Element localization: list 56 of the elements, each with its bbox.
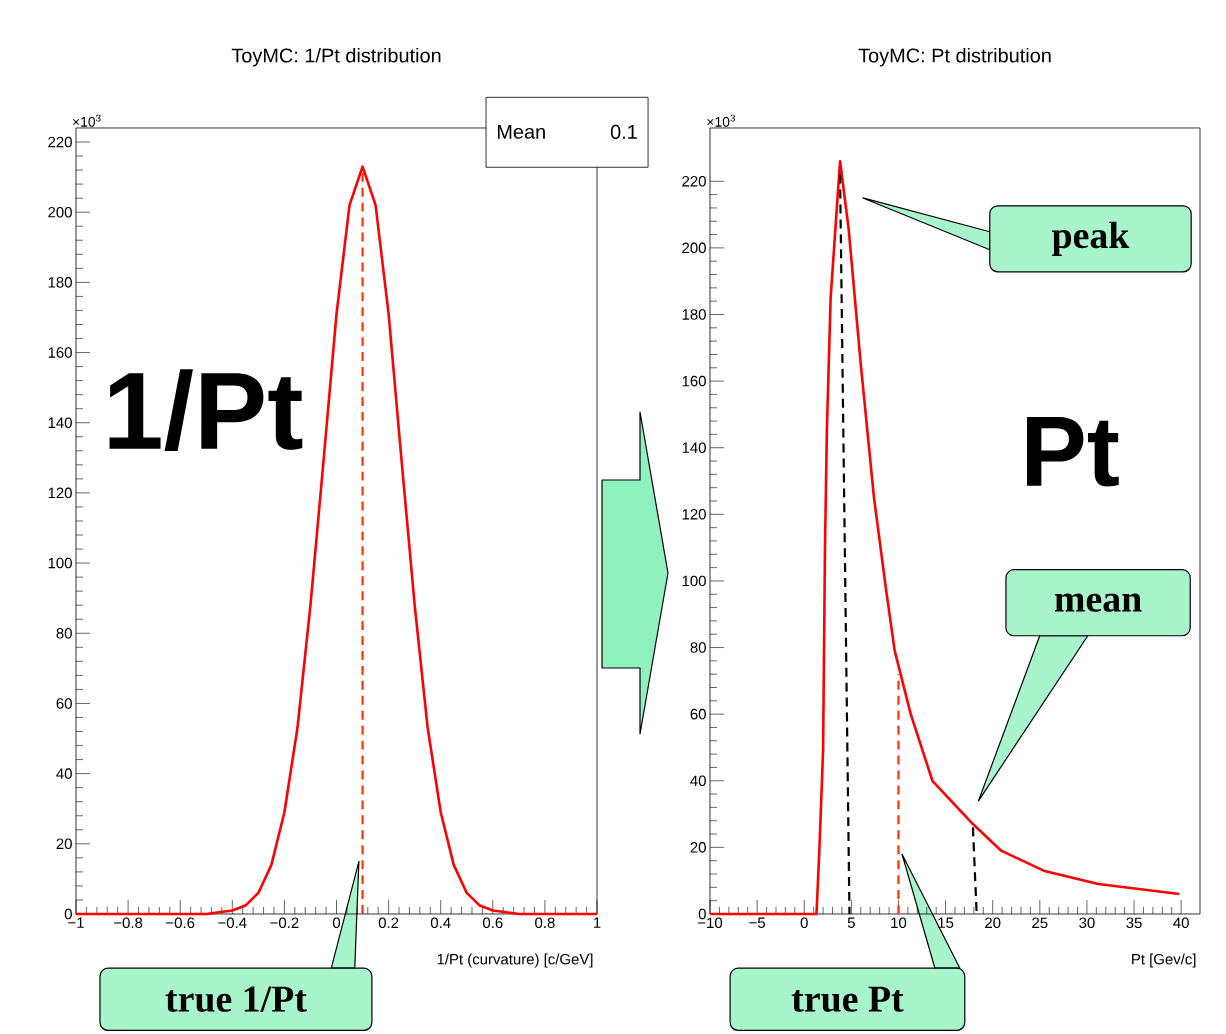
text: 0.1: [610, 124, 637, 139]
x-tick-label: −5: [749, 917, 766, 928]
x-tick-label: 0.2: [378, 917, 399, 929]
y-tick-label: 220: [682, 175, 706, 187]
x-tick-label: 20: [985, 917, 1001, 929]
x-tick-label: 0: [332, 917, 341, 929]
annotation: Pt: [1027, 417, 1119, 487]
annotation: Mean: [497, 124, 545, 139]
x-axis-title: Pt [Gev/c]: [1132, 953, 1196, 968]
y-tick-label: 40: [690, 775, 706, 787]
y-tick-label: 100: [682, 575, 706, 587]
x-tick-label: 0.6: [483, 917, 503, 929]
y-tick-label: 60: [56, 698, 72, 709]
y-tick-label: 140: [48, 417, 72, 429]
chart-title: ToyMC: 1/Pt distribution: [231, 47, 441, 67]
y-tick-label: 80: [56, 627, 72, 639]
y-tick-label: 60: [690, 708, 706, 720]
y-tick-label: 100: [48, 557, 72, 569]
y-tick-label: 180: [682, 309, 706, 320]
x-tick-label: 35: [1126, 917, 1142, 929]
text: true Pt: [791, 986, 904, 1012]
y-tick-label: 160: [682, 375, 706, 387]
x-tick-label: 5: [847, 917, 855, 928]
x-tick-label: 10: [891, 917, 907, 929]
x-tick-label: 15: [938, 917, 954, 928]
x-tick-label: 0: [800, 917, 808, 929]
x-tick-label: 25: [1032, 917, 1048, 929]
text: true 1/Pt: [165, 986, 307, 1012]
annotation: mean: [1054, 593, 1142, 612]
y-tick-label: 120: [48, 487, 72, 499]
y-tick-label: 160: [48, 347, 72, 358]
x-tick-label: 40: [1173, 917, 1189, 929]
annotation: peak: [1052, 221, 1130, 256]
y-tick-label: 220: [48, 136, 72, 148]
annotation: 1/Pt: [109, 369, 303, 451]
y-tick-label: 200: [48, 206, 72, 218]
x-tick-label: 0.8: [535, 917, 555, 929]
y-tick-label: 120: [682, 509, 706, 520]
y-tick-label: 140: [682, 442, 706, 453]
chart-title: ToyMC: Pt distribution: [858, 47, 1051, 67]
x-tick-label: −0.2: [270, 917, 299, 929]
y-tick-label: 180: [48, 277, 72, 288]
text: ×10$^{3}$: [72, 114, 101, 127]
y-tick-label: 80: [690, 642, 706, 653]
y-tick-label: 200: [682, 242, 706, 254]
text: ×10$^{3}$: [707, 114, 735, 127]
y-tick-label: 20: [690, 842, 706, 853]
x-tick-label: 0.4: [430, 917, 451, 929]
x-tick-label: 1: [594, 917, 601, 928]
y-tick-label: 40: [56, 768, 72, 779]
y-tick-label: 20: [56, 838, 72, 850]
x-tick-label: −0.6: [166, 917, 195, 929]
x-tick-label: −0.4: [218, 917, 247, 929]
x-axis-title: 1/Pt (curvature) [c/GeV]: [437, 953, 593, 968]
x-tick-label: 30: [1079, 917, 1095, 929]
x-tick-label: −0.8: [114, 917, 143, 929]
